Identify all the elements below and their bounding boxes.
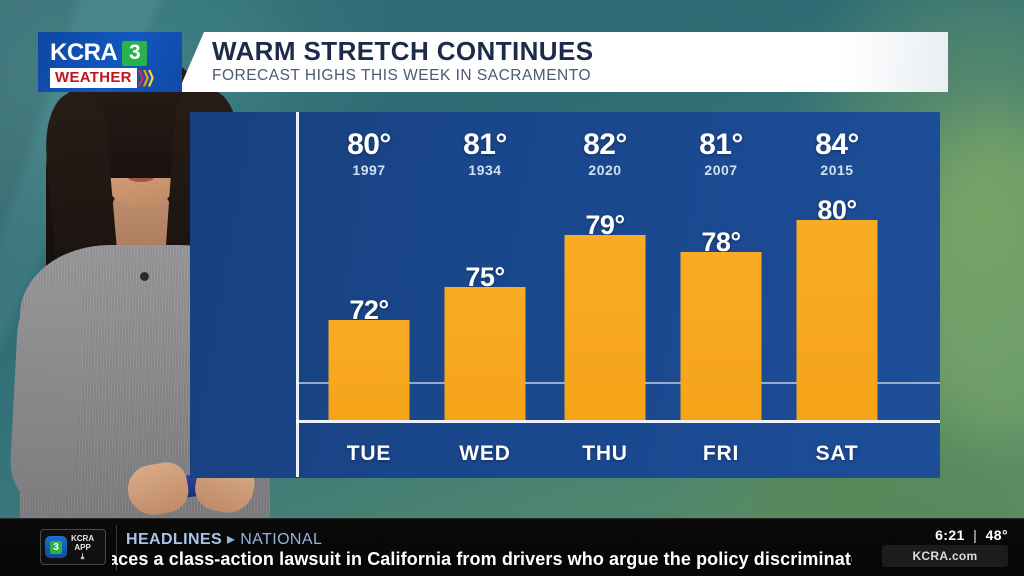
day-label-wed: WED: [459, 442, 511, 465]
record-high-year: 2020: [588, 162, 622, 178]
chart-column-wed: 81° 1934 75° WED: [420, 112, 550, 478]
logo-brand-row: KCRA 3: [50, 39, 148, 67]
day-label-fri: FRI: [702, 442, 740, 465]
ticker-section-label: HEADLINES ▸ NATIONAL: [126, 529, 322, 549]
title-banner: WARM STRETCH CONTINUES FORECAST HIGHS TH…: [178, 32, 948, 92]
download-icon: ⤓: [80, 551, 85, 561]
ticker-section-main: HEADLINES: [126, 531, 223, 548]
chevron-right-icon: ▸: [226, 531, 236, 548]
record-high-value: 81°: [463, 128, 507, 161]
presenter-arm-left: [8, 288, 86, 502]
chart-y-axis: [296, 112, 299, 477]
kcra-weather-logo: KCRA 3 WEATHER: [38, 32, 182, 92]
lapel-microphone-icon: [140, 272, 149, 281]
forecast-bar-tue: [328, 320, 410, 420]
forecast-bar-fri: [680, 252, 762, 420]
forecast-chart-panel: 80° 1997 72° TUE 81° 1934 75° WED 82° 20…: [190, 112, 940, 478]
current-time: 6:21: [935, 527, 965, 543]
forecast-bar-thu: [564, 235, 646, 420]
forecast-bar-wed: [444, 287, 526, 420]
website-badge[interactable]: KCRA.com: [882, 545, 1008, 567]
record-high-value: 84°: [815, 128, 859, 161]
record-high-value: 82°: [583, 128, 627, 161]
logo-weather-row: WEATHER: [50, 68, 154, 88]
ticker-divider: [116, 525, 117, 571]
logo-weather-label: WEATHER: [50, 68, 137, 88]
day-label-sat: SAT: [815, 442, 859, 465]
app-badge-text: KCRA APP ⤓: [71, 534, 94, 561]
kcra-app-badge[interactable]: 3 KCRA APP ⤓: [40, 529, 106, 565]
record-high-year: 2007: [704, 162, 738, 178]
logo-channel-number: 3: [122, 40, 148, 66]
forecast-bar-sat: [796, 220, 878, 420]
page-title: WARM STRETCH CONTINUES: [212, 36, 594, 66]
record-high-value: 81°: [699, 128, 743, 161]
kcra-app-icon: 3: [45, 536, 67, 558]
ticker-crawl: aces a class-action lawsuit in Californi…: [112, 549, 852, 575]
record-high-year: 1997: [352, 162, 386, 178]
news-ticker-bar: 3 KCRA APP ⤓ HEADLINES ▸ NATIONAL aces a…: [0, 518, 1024, 576]
chart-column-tue: 80° 1997 72° TUE: [304, 112, 434, 478]
app-badge-line1: KCRA: [71, 533, 95, 543]
app-badge-line2: APP: [74, 542, 91, 552]
time-temperature-display: 6:21 | 48°: [935, 527, 1008, 543]
record-high-year: 2015: [820, 162, 854, 178]
chevron-right-icon: [137, 69, 154, 87]
ticker-section-sub: NATIONAL: [240, 531, 323, 548]
time-temp-separator: |: [973, 527, 978, 543]
ticker-crawl-text: aces a class-action lawsuit in Californi…: [112, 549, 852, 569]
record-high-year: 1934: [468, 162, 502, 178]
day-label-thu: THU: [582, 442, 628, 465]
chart-baseline-axis: [296, 420, 940, 423]
chart-column-thu: 82° 2020 79° THU: [540, 112, 670, 478]
chart-column-fri: 81° 2007 78° FRI: [656, 112, 786, 478]
record-high-value: 80°: [347, 128, 391, 161]
logo-callsign: KCRA: [50, 39, 118, 66]
chart-column-sat: 84° 2015 80° SAT: [772, 112, 902, 478]
app-channel-number: 3: [50, 540, 62, 554]
current-temperature: 48°: [985, 527, 1008, 543]
page-subtitle: FORECAST HIGHS THIS WEEK IN SACRAMENTO: [212, 67, 591, 84]
day-label-tue: TUE: [346, 442, 392, 465]
